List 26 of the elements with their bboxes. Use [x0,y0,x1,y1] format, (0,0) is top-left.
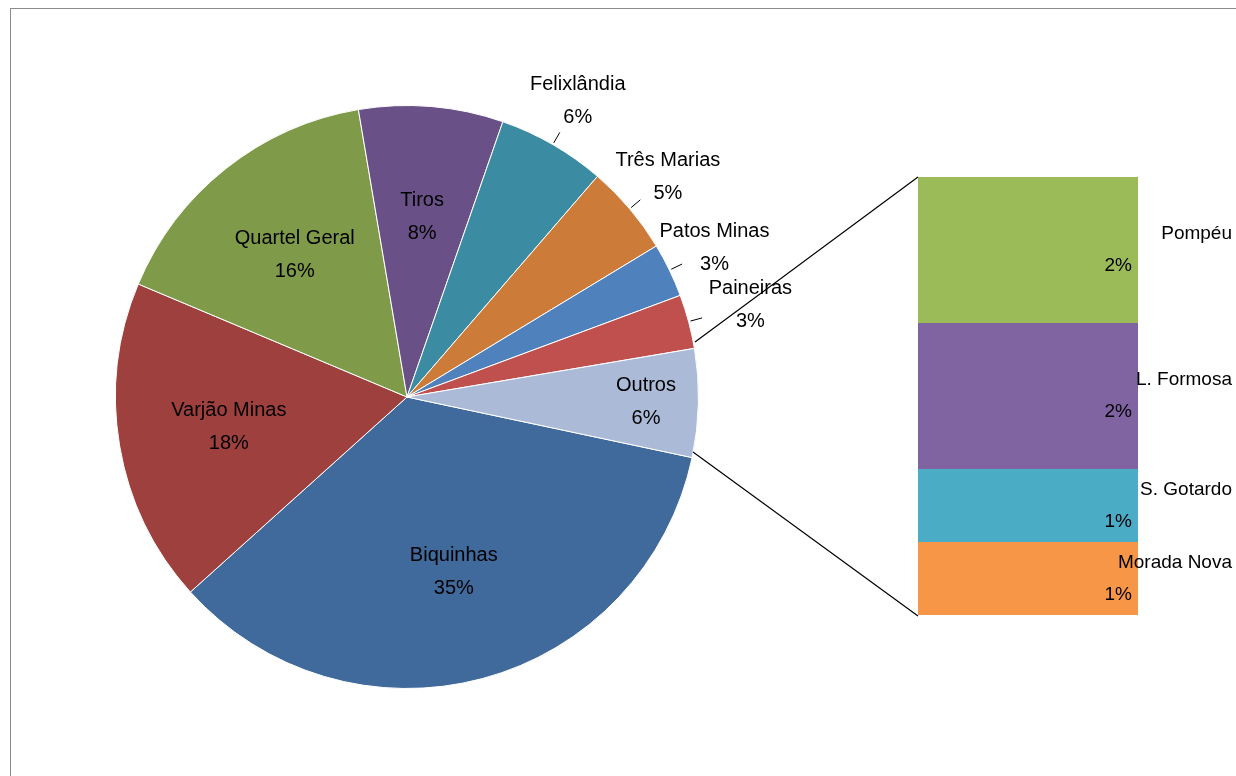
slice-label: Quartel Geral [234,226,355,249]
data-label: 16% [274,259,315,282]
data-label: 3% [735,309,766,332]
data-label: 1% [1104,509,1133,531]
data-label: 1% [1104,582,1133,604]
slice-label: Patos Minas [659,219,770,242]
data-label: 2% [1104,254,1133,276]
series-label: Pompéu [1161,222,1232,244]
slice-label: Felixlândia [529,72,627,95]
data-label: 2% [1104,400,1133,422]
bar [918,469,1138,542]
slice-label: Três Marias [615,147,721,170]
data-label: 8% [407,220,437,243]
data-label: 6% [631,406,661,429]
data-label: 35% [433,575,475,598]
series-label: S. Gotardo [1140,477,1232,499]
data-label: 5% [653,180,683,203]
data-label: 6% [563,105,593,128]
slice-label: Tiros [400,187,444,210]
slice-label: Biquinhas [409,542,498,565]
data-label: 18% [208,431,250,454]
bar [918,323,1138,469]
slice-label: Varjão Minas [171,398,287,421]
bar [918,177,1138,323]
slice-label: Outros [615,373,676,396]
data-label: 3% [700,252,730,275]
